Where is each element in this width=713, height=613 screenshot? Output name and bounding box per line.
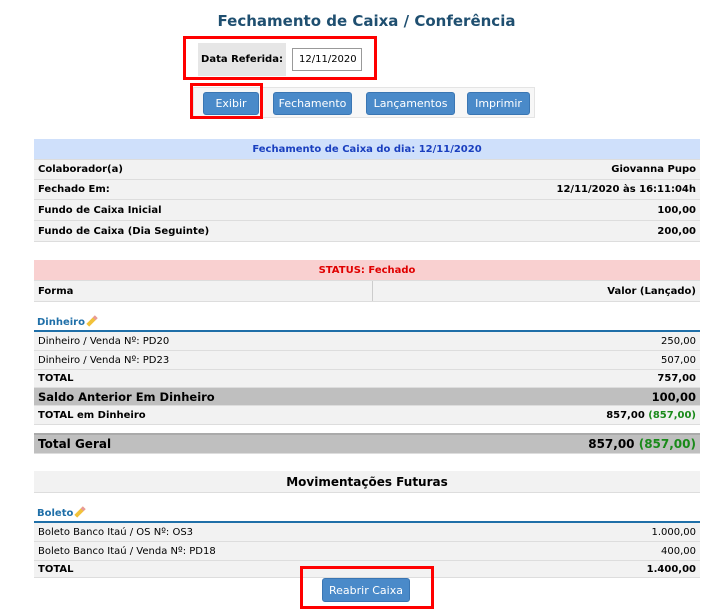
pencil-icon[interactable] <box>74 506 87 518</box>
saldo-value: 100,00 <box>651 389 696 404</box>
section-boleto: Boleto <box>34 501 700 523</box>
list-item: Dinheiro / Venda Nº: PD23 507,00 <box>34 351 700 370</box>
list-item: Boleto Banco Itaú / Venda Nº: PD18 400,00 <box>34 542 700 561</box>
total-row: TOTAL 1.400,00 <box>34 561 700 578</box>
page-title: Fechamento de Caixa / Conferência <box>217 12 516 30</box>
total-geral-value: 857,00 <box>588 437 635 451</box>
status-badge: STATUS: Fechado <box>34 260 700 281</box>
summary-row: Fundo de Caixa (Dia Seguinte) 200,00 <box>34 221 700 242</box>
total-dinheiro-row: TOTAL em Dinheiro 857,00 (857,00) <box>34 406 700 425</box>
item-value: 507,00 <box>661 354 696 366</box>
list-item: Dinheiro / Venda Nº: PD20 250,00 <box>34 332 700 351</box>
summary-row: Colaborador(a) Giovanna Pupo <box>34 160 700 180</box>
total-geral-label: Total Geral <box>38 437 112 451</box>
column-headers: Forma Valor (Lançado) <box>34 281 700 302</box>
row-label: Colaborador(a) <box>38 164 123 175</box>
total-din-label: TOTAL em Dinheiro <box>38 409 146 421</box>
summary-row: Fechado Em: 12/11/2020 às 16:11:04h <box>34 180 700 200</box>
col-forma: Forma <box>34 281 373 301</box>
pencil-icon[interactable] <box>86 315 98 327</box>
row-label: Fundo de Caixa Inicial <box>38 204 162 216</box>
row-value: 200,00 <box>657 225 696 237</box>
row-label: Fundo de Caixa (Dia Seguinte) <box>38 225 210 237</box>
lancamentos-button[interactable]: Lançamentos <box>366 92 455 115</box>
list-item: Boleto Banco Itaú / OS Nº: OS3 1.000,00 <box>34 523 700 542</box>
total-geral-launched: (857,00) <box>638 437 696 451</box>
row-value: 100,00 <box>657 204 696 216</box>
futuras-title: Movimentações Futuras <box>34 471 700 493</box>
total-din-value: 857,00 <box>606 409 645 421</box>
row-value: 12/11/2020 às 16:11:04h <box>556 184 697 195</box>
item-value: 400,00 <box>661 545 696 557</box>
exibir-button[interactable]: Exibir <box>203 92 259 115</box>
total-label: TOTAL <box>38 373 74 384</box>
total-value: 1.400,00 <box>646 563 696 575</box>
reabrir-caixa-button[interactable]: Reabrir Caixa <box>322 578 410 602</box>
section-title: Boleto <box>37 508 74 519</box>
item-label: Boleto Banco Itaú / OS Nº: OS3 <box>38 526 194 538</box>
summary-table: Fechamento de Caixa do dia: 12/11/2020 C… <box>34 139 700 242</box>
saldo-label: Saldo Anterior Em Dinheiro <box>38 389 215 404</box>
total-label: TOTAL <box>38 563 74 575</box>
section-dinheiro: Dinheiro <box>34 312 700 332</box>
col-valor: Valor (Lançado) <box>607 285 696 297</box>
date-label: Data Referida: <box>198 43 286 76</box>
futuras-table: Movimentações Futuras Boleto Boleto Banc… <box>34 471 700 578</box>
status-table: STATUS: Fechado Forma Valor (Lançado) Di… <box>34 260 700 454</box>
item-label: Boleto Banco Itaú / Venda Nº: PD18 <box>38 545 216 557</box>
item-label: Dinheiro / Venda Nº: PD20 <box>38 335 170 347</box>
total-row: TOTAL 757,00 <box>34 370 700 388</box>
summary-row: Fundo de Caixa Inicial 100,00 <box>34 200 700 221</box>
item-value: 1.000,00 <box>651 526 696 538</box>
item-value: 250,00 <box>661 335 696 347</box>
saldo-row: Saldo Anterior Em Dinheiro 100,00 <box>34 388 700 406</box>
imprimir-button[interactable]: Imprimir <box>467 92 530 115</box>
date-input[interactable] <box>292 48 362 71</box>
total-geral-row: Total Geral 857,00 (857,00) <box>34 433 700 454</box>
total-din-launched: (857,00) <box>648 409 696 421</box>
item-label: Dinheiro / Venda Nº: PD23 <box>38 354 170 366</box>
row-value: Giovanna Pupo <box>611 164 696 175</box>
fechamento-button[interactable]: Fechamento <box>273 92 352 115</box>
row-label: Fechado Em: <box>38 184 110 195</box>
total-value: 757,00 <box>657 373 696 384</box>
section-title: Dinheiro <box>37 317 85 328</box>
summary-header: Fechamento de Caixa do dia: 12/11/2020 <box>34 139 700 160</box>
